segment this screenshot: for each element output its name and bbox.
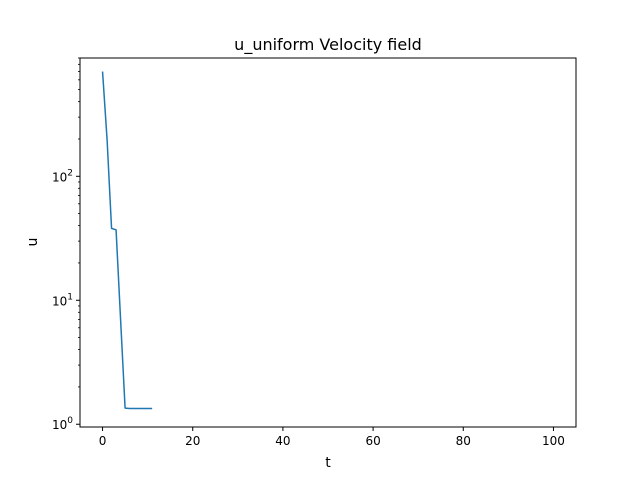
plot-frame (79, 57, 577, 428)
chart-title: u_uniform Velocity field (234, 35, 422, 55)
y-tick-label: 101 (52, 292, 73, 308)
x-tick-label: 100 (542, 434, 565, 448)
x-tick-label: 60 (365, 434, 380, 448)
y-tick-label: 102 (52, 168, 73, 184)
series-line-0 (101, 71, 153, 410)
x-axis: 0 20 40 60 80 100 (99, 427, 565, 448)
x-tick-label: 80 (456, 434, 471, 448)
y-axis-label: u (25, 238, 41, 247)
x-tick-label: 0 (99, 434, 107, 448)
x-axis-label: t (325, 455, 331, 471)
plot-content (101, 71, 153, 410)
x-tick-label: 40 (275, 434, 290, 448)
y-axis: 100 101 102 (52, 57, 80, 432)
x-tick-label: 20 (185, 434, 200, 448)
y-tick-label: 100 (52, 416, 73, 432)
